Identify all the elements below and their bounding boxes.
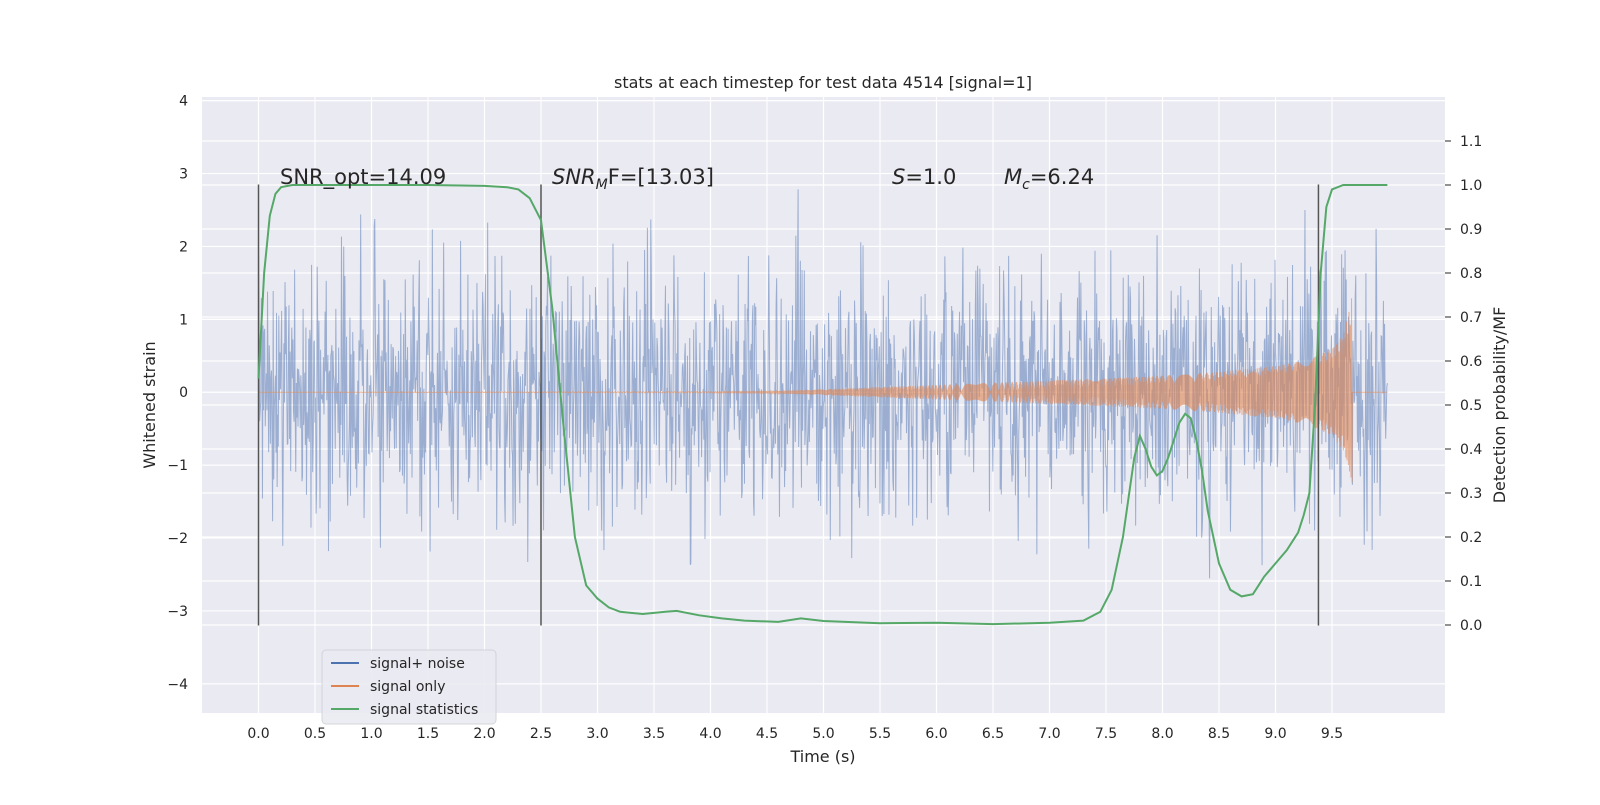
y-right-tick-label: 0.0 xyxy=(1460,618,1482,634)
y-left-tick-label: 4 xyxy=(179,94,188,110)
series-signal-only-line xyxy=(258,298,1388,483)
x-tick-label: 8.5 xyxy=(1208,726,1230,742)
x-tick-label: 3.5 xyxy=(643,726,665,742)
x-tick-label: 4.0 xyxy=(699,726,721,742)
x-tick-label: 6.5 xyxy=(982,726,1004,742)
y-right-tick-label: 0.7 xyxy=(1460,310,1482,326)
annotation-s: S=1.0 xyxy=(892,165,956,189)
y-right-tick-label: 0.1 xyxy=(1460,574,1482,590)
y-left-tick-label: 1 xyxy=(179,312,188,328)
annotation-mc: Mc=6.24 xyxy=(1004,165,1094,193)
legend: signal+ noise signal only signal statist… xyxy=(321,649,497,725)
x-tick-label: 7.5 xyxy=(1095,726,1117,742)
y-right-tick-label: 1.0 xyxy=(1460,178,1482,194)
axes: 0.0 0.5 1.0 1.5 2.0 2.5 3.0 3.5 4.0 4.5 5.0 5.5 6.0 6… xyxy=(167,94,1482,742)
y-left-tick-label: −4 xyxy=(167,677,188,693)
annotation-s-label: S xyxy=(892,165,905,189)
y-left-tick-label: 2 xyxy=(179,239,188,255)
x-tick-label: 4.5 xyxy=(756,726,778,742)
annotation-mc-value: =6.24 xyxy=(1030,165,1094,189)
y-axis-right-title: Detection probability/MF xyxy=(1490,307,1509,504)
y-right-tick-label: 0.3 xyxy=(1460,486,1482,502)
x-tick-label: 0.0 xyxy=(247,726,269,742)
chart-title: stats at each timestep for test data 451… xyxy=(614,73,1032,92)
x-tick-label: 2.5 xyxy=(530,726,552,742)
y-right-tick-label: 0.5 xyxy=(1460,398,1482,414)
annotations: SNR_opt=14.09 SNRMF=[13.03] S=1.0 Mc=6.2… xyxy=(280,165,1094,193)
y-left-tick-label: −2 xyxy=(167,531,188,547)
plot-data xyxy=(257,184,1388,626)
annotation-snr-mf-prefix: SNR xyxy=(552,165,596,189)
series-signal-statistics-line xyxy=(257,184,1388,626)
legend-label-signal-only: signal only xyxy=(370,679,445,695)
annotation-snr-mf: SNRMF=[13.03] xyxy=(552,165,714,193)
x-tick-label: 3.0 xyxy=(586,726,608,742)
series-signal-noise-line xyxy=(258,189,1388,579)
x-tick-label: 8.0 xyxy=(1151,726,1173,742)
y-left-tick-label: −3 xyxy=(167,604,188,620)
y-right-tick-label: 1.1 xyxy=(1460,134,1482,150)
y-left-tick-label: 3 xyxy=(179,167,188,183)
y-right-tick-label: 0.6 xyxy=(1460,354,1482,370)
y-right-tick-label: 0.8 xyxy=(1460,266,1482,282)
annotation-mc-label: M xyxy=(1004,165,1022,189)
legend-label-signal-noise: signal+ noise xyxy=(370,656,465,672)
legend-box xyxy=(321,649,497,725)
annotation-snr-mf-sub: M xyxy=(596,177,608,193)
legend-label-signal-statistics: signal statistics xyxy=(370,702,478,718)
annotation-s-value: =1.0 xyxy=(905,165,956,189)
x-tick-label: 2.0 xyxy=(473,726,495,742)
x-tick-label: 9.5 xyxy=(1321,726,1343,742)
x-tick-label: 5.0 xyxy=(812,726,834,742)
x-tick-label: 6.0 xyxy=(925,726,947,742)
x-axis-title: Time (s) xyxy=(789,747,855,766)
y-right-tick-label: 0.4 xyxy=(1460,442,1482,458)
y-left-tick-label: −1 xyxy=(167,458,188,474)
y-right-tick-label: 0.9 xyxy=(1460,222,1482,238)
x-tick-label: 7.0 xyxy=(1038,726,1060,742)
annotation-snr-mf-suffix: F=[13.03] xyxy=(608,165,714,189)
y-left-tick-label: 0 xyxy=(179,385,188,401)
y-right-tick-label: 0.2 xyxy=(1460,530,1482,546)
annotation-snr-opt: SNR_opt=14.09 xyxy=(280,165,446,190)
x-tick-label: 0.5 xyxy=(304,726,326,742)
y-axis-left-title: Whitened strain xyxy=(140,341,159,468)
x-tick-label: 1.5 xyxy=(417,726,439,742)
x-tick-label: 9.0 xyxy=(1264,726,1286,742)
x-tick-label: 5.5 xyxy=(869,726,891,742)
x-tick-label: 1.0 xyxy=(360,726,382,742)
annotation-mc-sub: c xyxy=(1022,177,1030,193)
